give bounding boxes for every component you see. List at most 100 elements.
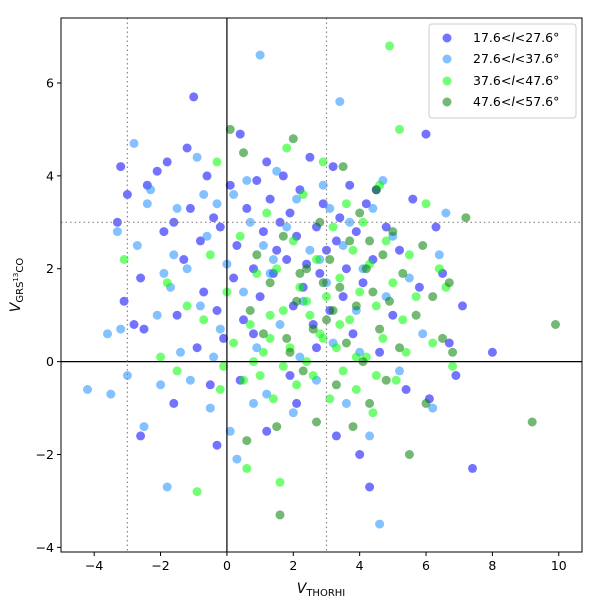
series-1-point-19 <box>195 236 205 246</box>
series-4-point-22 <box>341 338 351 348</box>
series-1-point-29 <box>232 241 242 250</box>
series-1-point-71 <box>375 347 385 357</box>
series-2-point-15 <box>176 347 185 357</box>
series-1-point-75 <box>401 385 411 394</box>
series-1-point-40 <box>272 245 282 255</box>
legend-label-4: 47.6<l<57.6° <box>473 94 559 109</box>
series-3-point-41 <box>338 366 348 376</box>
series-4-point-30 <box>368 287 378 297</box>
series-2-point-31 <box>255 50 265 60</box>
series-4-point-28 <box>361 264 371 274</box>
series-1-point-3 <box>119 296 129 306</box>
series-3-point-12 <box>229 338 239 348</box>
series-2-point-7 <box>132 241 142 250</box>
series-4-point-33 <box>378 250 388 260</box>
y-tick-label-6: 6 <box>46 76 54 91</box>
y-tick-label-2: −2 <box>36 447 54 462</box>
series-4-point-48 <box>527 417 537 427</box>
series-4-point-4 <box>252 250 262 260</box>
series-1-point-85 <box>468 463 477 473</box>
series-1-point-66 <box>358 278 368 288</box>
series-1-point-90 <box>331 431 341 441</box>
x-tick-label-1: −4 <box>85 558 103 573</box>
series-1-point-74 <box>395 245 404 255</box>
series-1-point-50 <box>305 152 315 162</box>
series-1-point-78 <box>421 129 431 139</box>
series-3-point-37 <box>325 394 335 404</box>
series-2-point-75 <box>209 352 219 362</box>
series-1-point-32 <box>242 203 252 213</box>
series-2-point-4 <box>112 227 122 237</box>
series-1-point-17 <box>185 203 195 213</box>
series-4-point-54 <box>318 278 328 288</box>
series-2-point-57 <box>395 366 404 376</box>
legend-marker-1 <box>442 33 452 43</box>
series-4-point-44 <box>438 333 448 343</box>
series-1-point-15 <box>182 143 192 153</box>
series-3-point-29 <box>298 190 308 199</box>
series-1-point-91 <box>285 371 295 380</box>
series-1-point-11 <box>162 157 172 167</box>
series-3-point-66 <box>448 361 458 371</box>
series-1-point-82 <box>444 338 454 348</box>
y-tick-label-5: 4 <box>46 168 54 183</box>
x-tick-label-6: 6 <box>422 558 430 573</box>
series-3-point-33 <box>312 255 321 264</box>
series-3-point-42 <box>341 199 351 209</box>
series-4-point-11 <box>292 296 302 306</box>
legend-entry-4: 47.6<l<57.6° <box>442 94 559 109</box>
series-1-point-61 <box>341 264 351 274</box>
series-3-point-76 <box>302 296 312 306</box>
series-2-point-68 <box>268 255 278 264</box>
series-3-points <box>119 41 458 497</box>
series-1-point-96 <box>169 398 179 408</box>
series-1-point-9 <box>152 166 162 176</box>
series-3-point-64 <box>434 264 444 274</box>
series-1-point-24 <box>212 306 222 315</box>
series-2-point-64 <box>142 199 152 209</box>
series-4-point-47 <box>461 213 471 223</box>
series-2-point-11 <box>156 380 166 390</box>
series-2-point-25 <box>225 426 235 436</box>
series-3-point-24 <box>282 143 292 153</box>
legend-label-1: 17.6<l<27.6° <box>473 30 559 45</box>
series-3-point-15 <box>245 320 255 329</box>
series-2-point-1 <box>83 385 92 394</box>
series-4-point-37 <box>395 343 404 353</box>
series-3-point-56 <box>388 278 398 288</box>
series-4-point-41 <box>418 241 428 250</box>
legend-label-4-italic: l <box>511 94 515 109</box>
series-3-point-31 <box>305 310 315 320</box>
series-2-point-35 <box>272 166 282 176</box>
series-1-point-73 <box>388 310 398 320</box>
series-2-point-17 <box>185 375 195 385</box>
series-3-point-9 <box>212 157 222 167</box>
legend-marker-2 <box>442 54 452 64</box>
series-2-point-74 <box>159 268 169 278</box>
series-2-point-22 <box>212 199 222 209</box>
series-2-point-14 <box>172 203 182 213</box>
series-3-point-20 <box>268 394 278 404</box>
legend-label-3-suffix: <47.6° <box>515 73 560 88</box>
y-tick-label-1: −4 <box>36 540 54 555</box>
y-axis-label-subscript: GRS <box>15 282 26 303</box>
series-4-point-20 <box>335 282 345 292</box>
series-1-point-58 <box>331 236 341 246</box>
legend-label-4-suffix: <57.6° <box>515 94 560 109</box>
legend-label-3-prefix: 37.6< <box>473 73 511 88</box>
series-1-point-2 <box>112 217 122 227</box>
series-3-point-46 <box>355 287 365 297</box>
series-2-point-54 <box>375 519 385 529</box>
series-4-point-36 <box>388 227 398 237</box>
series-3-point-35 <box>318 157 328 167</box>
series-2-point-52 <box>365 431 375 441</box>
series-4-point-15 <box>312 417 321 427</box>
axis-ticks: −4 −2 0 2 4 6 8 10 −4 −2 0 2 4 6 <box>36 76 567 573</box>
series-4-point-13 <box>302 264 312 274</box>
series-4-point-7 <box>272 422 282 432</box>
series-1-point-23 <box>209 213 219 223</box>
series-1-point-63 <box>348 329 358 339</box>
series-1-point-36 <box>258 227 268 237</box>
series-3-point-36 <box>322 292 331 302</box>
series-4-point-56 <box>245 306 255 315</box>
